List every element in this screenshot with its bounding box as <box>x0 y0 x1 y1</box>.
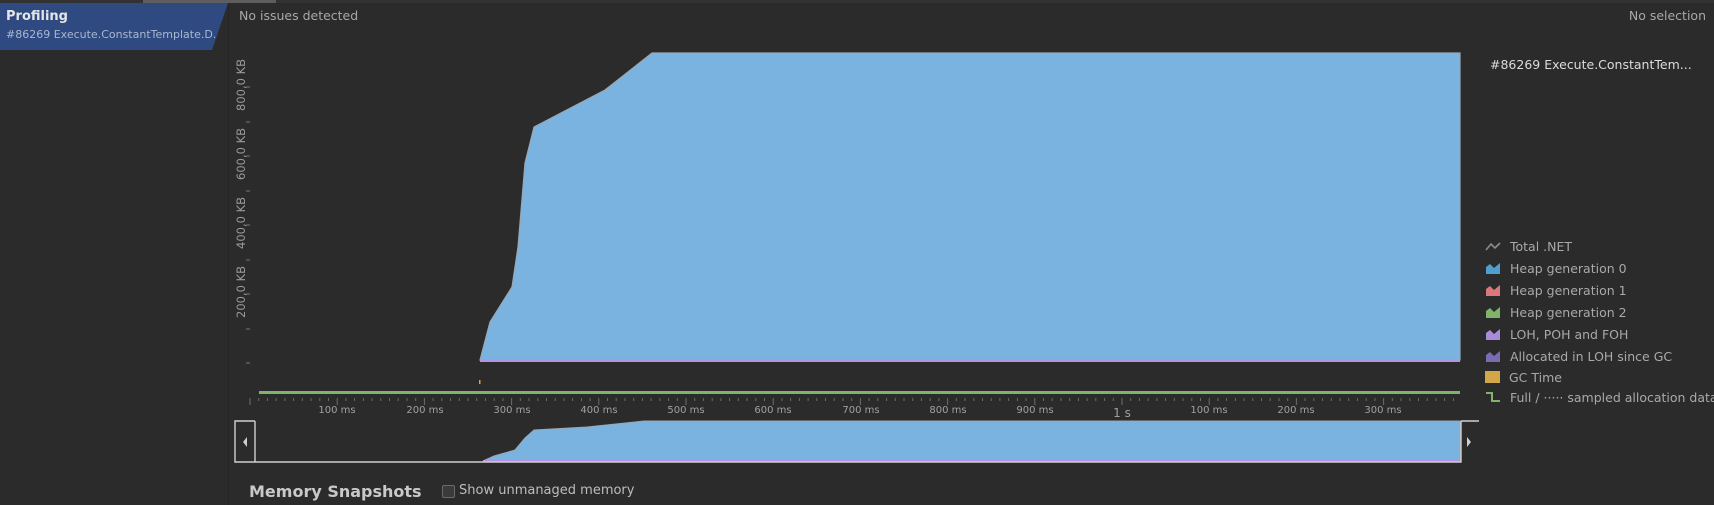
line-icon <box>1485 242 1501 251</box>
legend-label: GC Time <box>1509 369 1562 385</box>
timeline-panel: No issues detected No selection 200,0 KB… <box>229 3 1714 505</box>
legend-item-loh[interactable]: LOH, POH and FOH <box>1485 325 1628 343</box>
legend-label: Allocated in LOH since GC <box>1510 348 1673 364</box>
overview-navigator[interactable] <box>229 418 1714 468</box>
area-icon <box>1486 307 1500 318</box>
x-tick-label: 1 s <box>1113 406 1131 420</box>
legend-label: Heap generation 1 <box>1510 282 1627 298</box>
legend-item-gc-time[interactable]: GC Time <box>1485 368 1562 386</box>
top-strip-segment <box>143 0 276 3</box>
legend-label: LOH, POH and FOH <box>1510 326 1629 342</box>
legend-item-gen0[interactable]: Heap generation 0 <box>1485 259 1627 277</box>
legend-item-gen2[interactable]: Heap generation 2 <box>1485 303 1627 321</box>
legend-item-total-net[interactable]: Total .NET <box>1485 237 1572 255</box>
legend-label: Total .NET <box>1510 238 1573 254</box>
x-tick-label: 600 ms <box>754 405 791 416</box>
session-item-profiling[interactable]: Profiling #86269 Execute.ConstantTemplat… <box>0 3 228 50</box>
gc-time-bar <box>259 391 1460 394</box>
session-subtitle: #86269 Execute.ConstantTemplate.D... <box>6 28 224 41</box>
gc-marker <box>479 380 481 384</box>
legend-item-loh-allocated[interactable]: Allocated in LOH since GC <box>1485 347 1672 365</box>
x-tick-label: 500 ms <box>667 405 704 416</box>
y-tick-label: 200,0 KB <box>234 266 248 318</box>
sessions-panel: Profiling #86269 Execute.ConstantTemplat… <box>0 3 229 505</box>
selection-status: No selection <box>1628 8 1706 23</box>
legend-item-allocation-data[interactable]: Full / ····· sampled allocation data <box>1485 388 1714 406</box>
x-tick-label: 800 ms <box>929 405 966 416</box>
issues-status[interactable]: No issues detected <box>239 8 359 23</box>
x-tick-label: 300 ms <box>1364 405 1401 416</box>
area-icon <box>1486 329 1500 340</box>
overview-window-frame[interactable] <box>234 420 1479 463</box>
legend-title: #86269 Execute.ConstantTem... <box>1490 57 1692 72</box>
legend-label: Full / ····· sampled allocation data <box>1510 389 1714 405</box>
step-icon <box>1486 392 1500 402</box>
unmanaged-memory-label[interactable]: Show unmanaged memory <box>459 483 635 498</box>
unmanaged-memory-checkbox[interactable] <box>442 485 455 498</box>
x-axis <box>249 398 1454 405</box>
x-tick-label: 300 ms <box>493 405 530 416</box>
x-tick-label: 100 ms <box>318 405 355 416</box>
y-axis <box>246 86 250 364</box>
area-icon <box>1486 263 1500 274</box>
memory-snapshots-title: Memory Snapshots <box>249 482 422 501</box>
top-strip <box>0 0 1714 3</box>
overview-area <box>482 420 1461 462</box>
x-tick-label: 200 ms <box>1277 405 1314 416</box>
scroll-left-icon[interactable] <box>243 437 247 447</box>
legend-label: Heap generation 0 <box>1510 260 1627 276</box>
heap-gen0-area <box>479 52 1461 361</box>
overview-loh-strip <box>483 460 1460 462</box>
scroll-right-icon[interactable] <box>1467 437 1471 447</box>
session-title: Profiling <box>6 9 68 24</box>
y-tick-label: 400,0 KB <box>234 197 248 249</box>
loh-strip <box>480 359 1460 362</box>
x-tick-labels: 100 ms 200 ms 300 ms 400 ms 500 ms 600 m… <box>318 405 1401 420</box>
legend-item-gen1[interactable]: Heap generation 1 <box>1485 281 1627 299</box>
x-tick-label: 700 ms <box>842 405 879 416</box>
legend-label: Heap generation 2 <box>1510 304 1627 320</box>
x-tick-label: 200 ms <box>406 405 443 416</box>
area-icon <box>1486 285 1500 296</box>
y-tick-label: 600,0 KB <box>234 128 248 180</box>
area-icon <box>1486 351 1500 362</box>
x-tick-label: 400 ms <box>580 405 617 416</box>
x-tick-label: 100 ms <box>1190 405 1227 416</box>
square-icon <box>1485 371 1500 383</box>
memory-chart[interactable]: 200,0 KB 400,0 KB 600,0 KB 800,0 KB 100 … <box>229 3 1714 473</box>
x-tick-label: 900 ms <box>1016 405 1053 416</box>
y-tick-label: 800,0 KB <box>234 59 248 111</box>
